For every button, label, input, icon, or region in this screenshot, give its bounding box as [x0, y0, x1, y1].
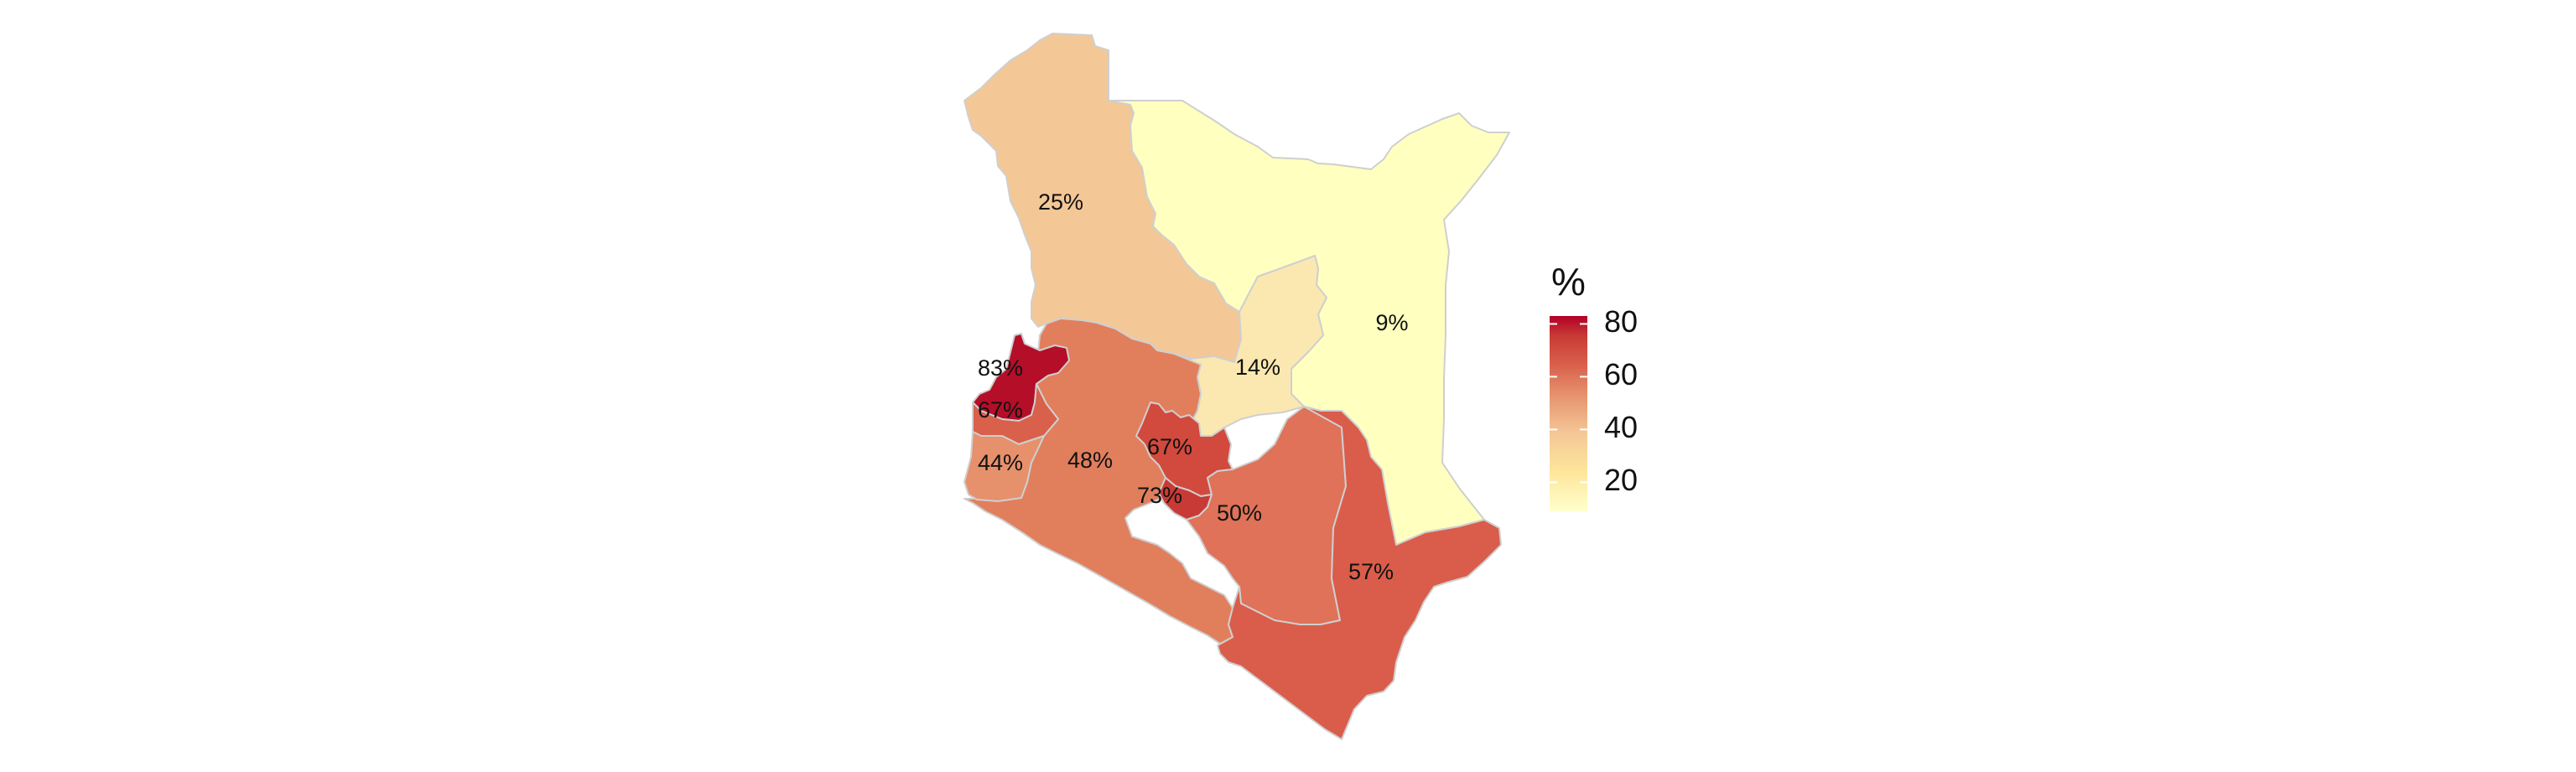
legend-tick-label: 80 — [1604, 304, 1638, 339]
region-label-lower-eastern: 50% — [1217, 500, 1262, 526]
region-label-western-west: 83% — [978, 355, 1023, 381]
region-label-coast: 57% — [1348, 559, 1394, 584]
region-label-north-west: 25% — [1038, 189, 1083, 215]
color-legend: % 80 60 40 20 — [1550, 260, 1638, 511]
region-label-central: 67% — [1147, 434, 1192, 459]
legend-tick-label: 20 — [1604, 463, 1638, 497]
legend-title: % — [1551, 260, 1586, 303]
region-label-rift-valley: 48% — [1067, 448, 1113, 473]
region-label-north-east: 9% — [1375, 310, 1408, 335]
region-label-upper-eastern: 14% — [1235, 355, 1280, 380]
region-labels: 25% 9% 14% 48% 83% 67% 44% 67% 73% 50% 5… — [978, 189, 1409, 584]
map-regions — [963, 33, 1510, 740]
region-label-western-south: 67% — [978, 397, 1023, 422]
region-label-nyanza: 44% — [978, 450, 1023, 475]
region-coast[interactable] — [1217, 406, 1502, 740]
legend-ticks: 80 60 40 20 — [1550, 304, 1638, 497]
legend-color-bar — [1550, 316, 1587, 511]
region-nyanza[interactable] — [963, 431, 1045, 502]
region-label-nairobi: 73% — [1137, 483, 1182, 508]
legend-tick-label: 60 — [1604, 357, 1638, 391]
legend-tick-label: 40 — [1604, 410, 1638, 444]
